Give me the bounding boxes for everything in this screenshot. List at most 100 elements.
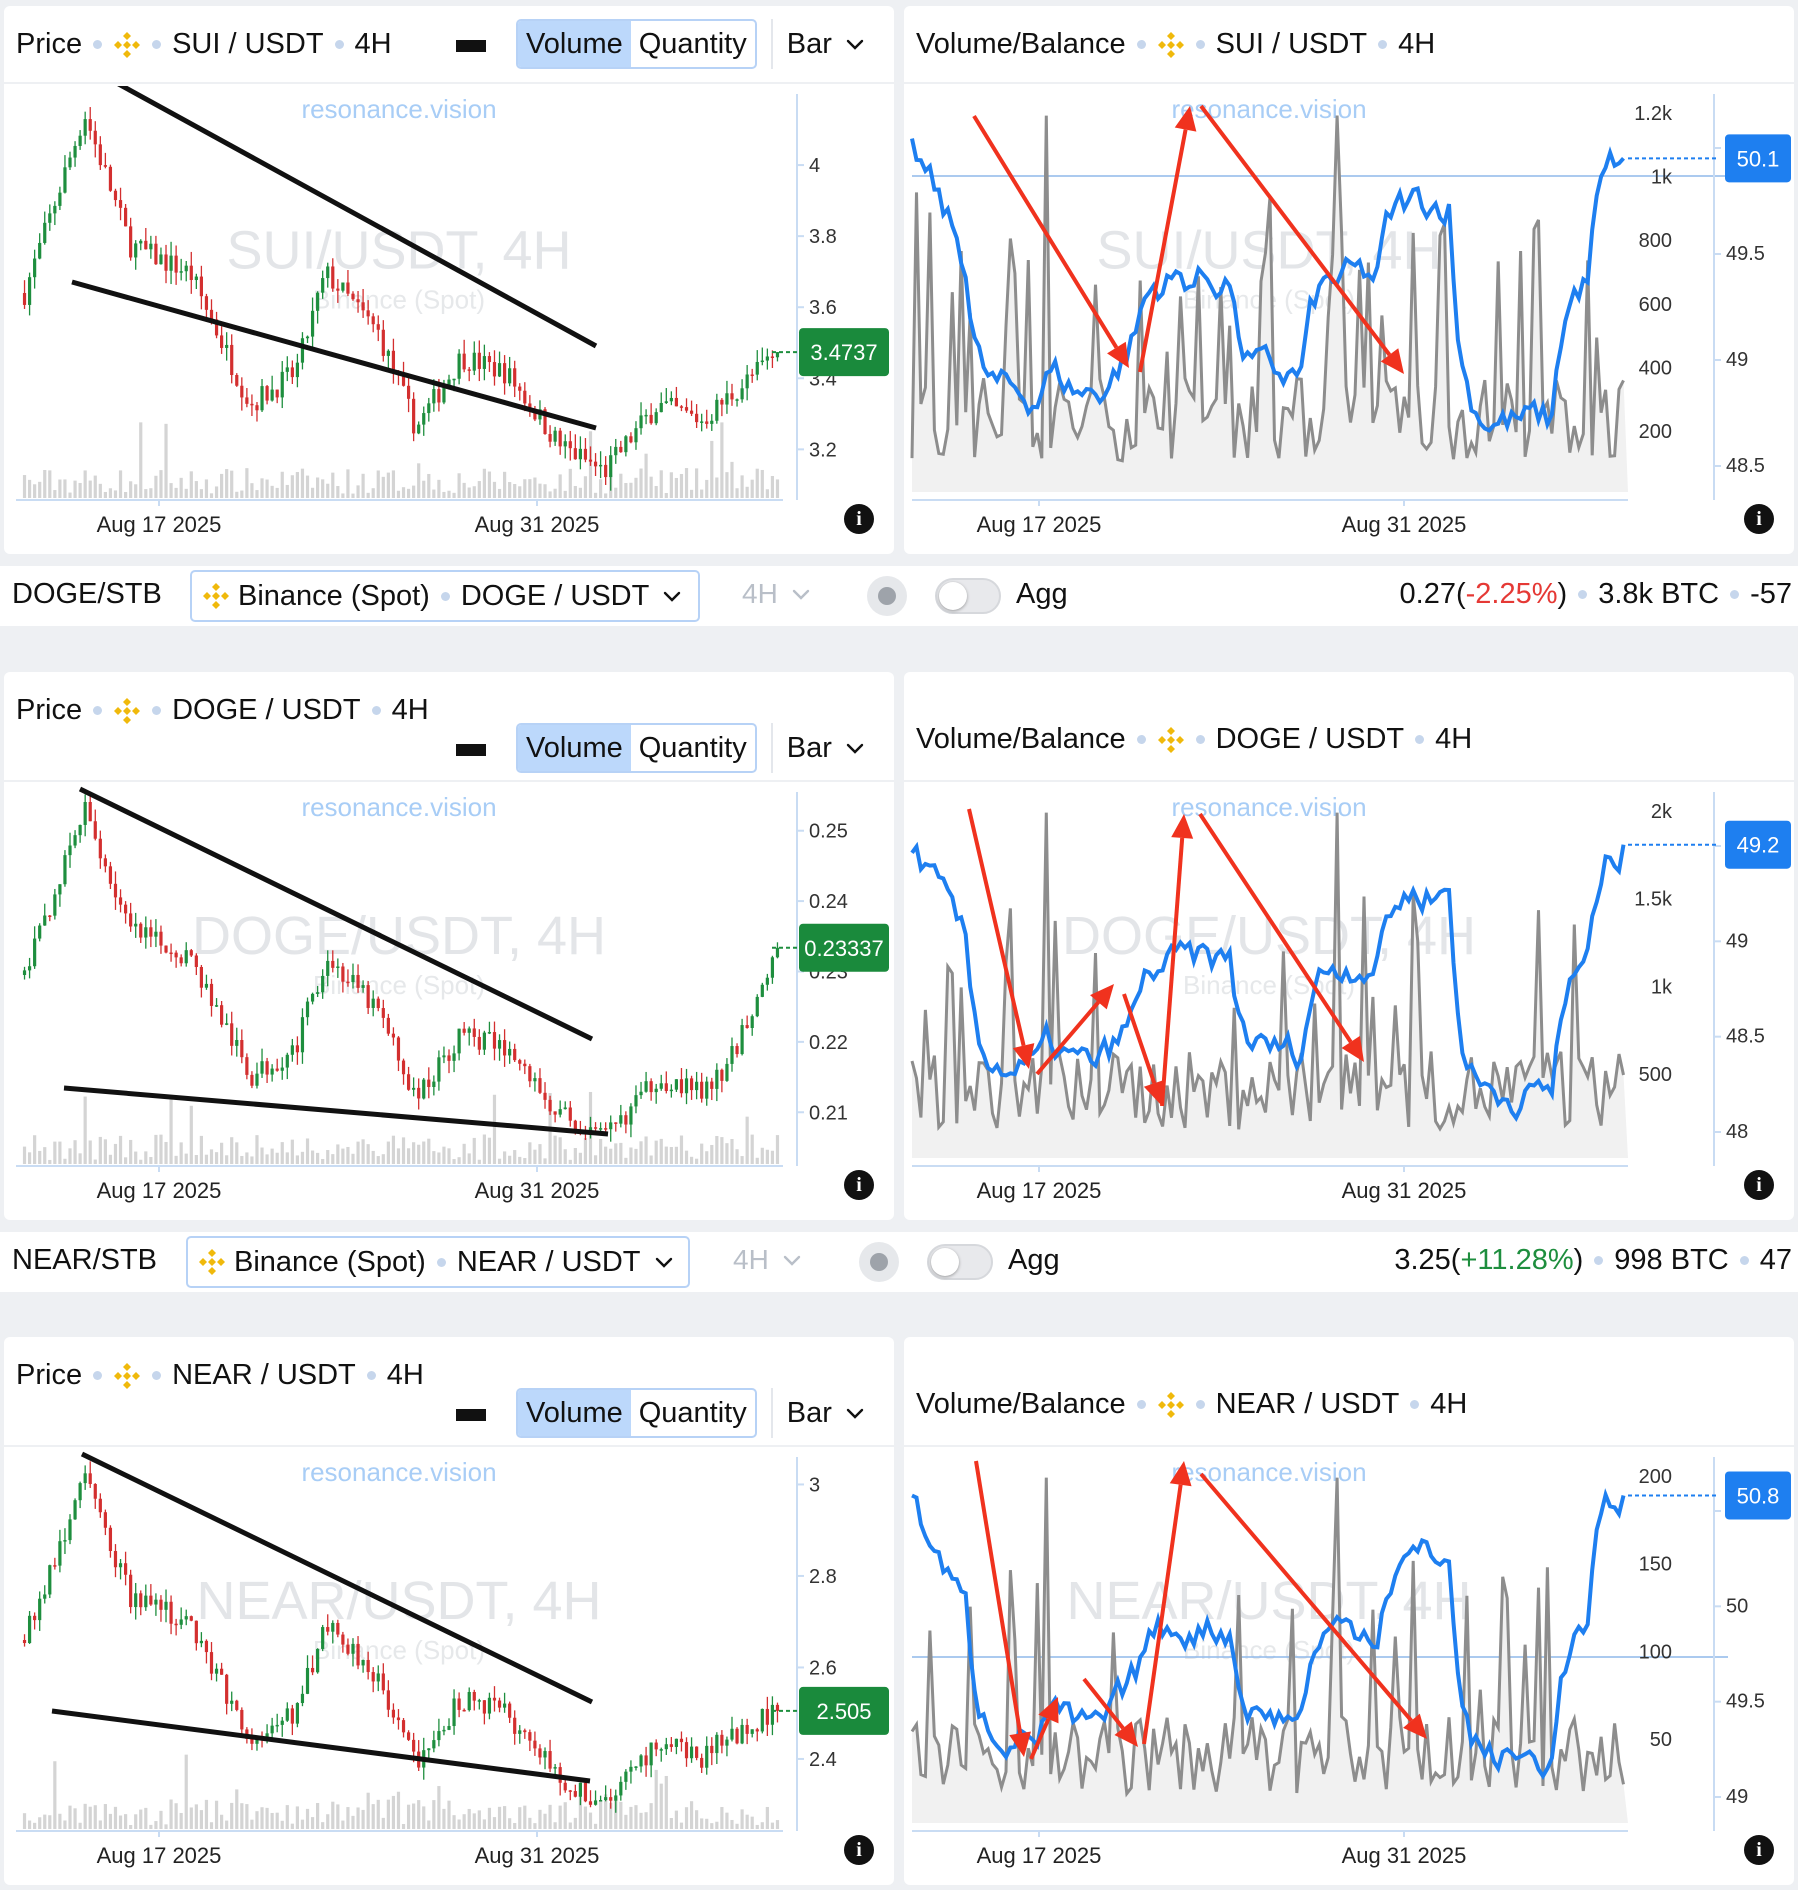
agg-toggle[interactable] <box>935 578 1001 614</box>
divergence-arrow-shaft <box>1199 1472 1413 1723</box>
volume-button[interactable]: Volume <box>518 21 631 67</box>
candle-body <box>230 344 234 376</box>
record-button[interactable] <box>867 576 907 616</box>
candle-body <box>533 1078 537 1082</box>
ruler-icon[interactable] <box>456 35 486 53</box>
bar-type-selector[interactable]: Bar <box>787 1397 864 1430</box>
volume-bar <box>427 1820 431 1829</box>
candle-body <box>209 309 214 320</box>
volume-bar <box>457 1157 461 1164</box>
volume-bar <box>462 1143 466 1164</box>
candle-body <box>548 1099 552 1112</box>
volume-bar <box>619 1801 623 1829</box>
candle-body <box>492 1697 497 1701</box>
record-button[interactable] <box>859 1242 899 1282</box>
info-icon[interactable]: i <box>1744 1835 1774 1865</box>
volume-bar <box>58 479 62 498</box>
volume-bar <box>538 483 542 498</box>
candle-body <box>331 266 335 289</box>
volume-bar <box>422 1806 426 1829</box>
candle-body <box>63 855 67 885</box>
quantity-button[interactable]: Quantity <box>638 1396 747 1429</box>
info-icon[interactable]: i <box>844 1835 874 1865</box>
volume-bar <box>432 1151 436 1164</box>
binance-logo-icon <box>1157 31 1184 58</box>
volume-bar <box>755 1824 759 1829</box>
volume-bar <box>447 1800 451 1829</box>
volume-bar <box>513 1150 517 1164</box>
separator-dot <box>371 706 381 715</box>
candle-body <box>154 1599 158 1605</box>
ruler-icon[interactable] <box>456 739 486 757</box>
volume-bar <box>427 1138 431 1164</box>
candle-body <box>285 1708 289 1721</box>
volume-bar <box>305 475 310 498</box>
info-icon[interactable]: i <box>844 1170 874 1200</box>
quantity-button[interactable]: Quantity <box>638 27 747 60</box>
volume-bar <box>53 1141 57 1164</box>
candle-body <box>523 390 527 404</box>
candle-body <box>250 1738 254 1744</box>
volume-bar <box>578 1795 582 1829</box>
bar-type-selector[interactable]: Bar <box>787 28 864 61</box>
exchange-selector[interactable]: Binance (Spot) NEAR / USDT <box>186 1236 690 1288</box>
bar-type-selector[interactable]: Bar <box>787 732 864 765</box>
volume-button[interactable]: Volume <box>518 1390 631 1436</box>
volume-bar <box>604 1794 608 1829</box>
candle-body <box>770 356 775 358</box>
agg-toggle[interactable] <box>927 1244 993 1280</box>
balance-tick-label: 50 <box>1726 1595 1748 1617</box>
volume-bar <box>321 1822 325 1829</box>
timeframe-selector[interactable]: 4H <box>742 578 810 610</box>
exchange-selector[interactable]: Binance (Spot) DOGE / USDT <box>190 570 700 622</box>
candle-body <box>573 448 577 460</box>
candle-body <box>700 1081 704 1099</box>
info-icon[interactable]: i <box>1744 1170 1774 1200</box>
candle-body <box>604 1797 608 1801</box>
volume-bar <box>326 1150 330 1164</box>
balance-value: -57 <box>1750 578 1792 610</box>
volume-bar <box>654 486 658 498</box>
info-icon[interactable]: i <box>844 504 874 534</box>
quantity-button[interactable]: Quantity <box>638 731 747 764</box>
volume-btc: 3.8k BTC <box>1598 578 1720 610</box>
volume-button[interactable]: Volume <box>518 725 631 771</box>
volume-bar <box>740 475 744 498</box>
candle-body <box>437 1731 441 1741</box>
candle-body <box>123 904 128 914</box>
candle-body <box>639 1091 643 1096</box>
volume-bar <box>513 484 517 498</box>
y-tick-label: 0.22 <box>809 1032 848 1054</box>
info-icon[interactable]: i <box>1744 504 1774 534</box>
volume-bar <box>98 1820 102 1829</box>
volume-bar <box>245 1152 249 1164</box>
candle-body <box>502 1703 507 1708</box>
volume-bar <box>275 1812 279 1829</box>
volume-tick-label: 1.5k <box>1634 889 1673 911</box>
toolbar-divider <box>770 19 773 69</box>
candle-body <box>422 413 426 425</box>
volume-bar <box>204 1799 209 1829</box>
volume-bar <box>134 1814 138 1829</box>
candle-body <box>755 361 759 375</box>
volume-bar <box>356 1807 360 1829</box>
volume-bar <box>255 1811 259 1829</box>
volume-bar <box>659 1783 663 1829</box>
volume-bar <box>634 1805 638 1829</box>
symbol-label: NEAR / USDT <box>172 1359 356 1391</box>
volume-bar <box>275 487 279 498</box>
volume-bar <box>614 1799 618 1829</box>
ruler-icon[interactable] <box>456 1404 486 1422</box>
candle-body <box>770 1704 775 1725</box>
volume-bar <box>194 1154 198 1164</box>
x-tick-label: Aug 17 2025 <box>97 1843 222 1868</box>
candle-body <box>417 1087 421 1099</box>
volume-bar <box>528 479 532 498</box>
x-tick-label: Aug 17 2025 <box>97 512 222 537</box>
candle-body <box>316 1648 320 1673</box>
candle-body <box>518 1730 522 1734</box>
timeframe-selector[interactable]: 4H <box>733 1244 801 1276</box>
volume-bar <box>624 1157 628 1164</box>
candle-body <box>664 1083 668 1091</box>
volume-bar <box>194 1804 198 1829</box>
